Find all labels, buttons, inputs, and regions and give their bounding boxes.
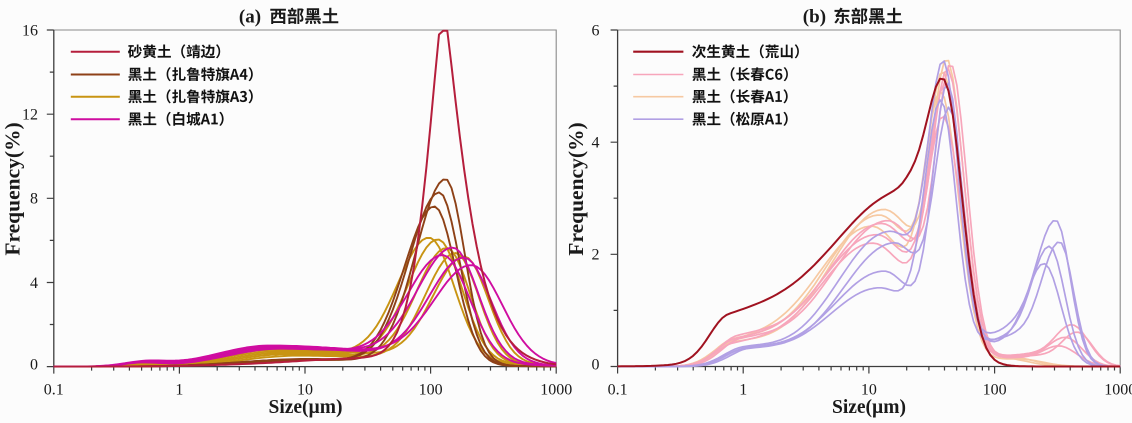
svg-text:Size(µm): Size(µm) [832,397,906,418]
svg-text:6: 6 [592,22,600,39]
svg-text:(a): (a) [239,7,261,28]
svg-text:0: 0 [30,357,38,374]
svg-text:4: 4 [30,275,38,292]
svg-text:0.1: 0.1 [44,382,64,399]
svg-text:8: 8 [30,191,38,208]
svg-text:1000: 1000 [1104,382,1132,399]
svg-text:10: 10 [861,382,877,399]
svg-text:100: 100 [419,382,443,399]
svg-text:0.1: 0.1 [608,382,628,399]
svg-text:16: 16 [22,22,38,39]
svg-text:12: 12 [22,107,38,124]
svg-text:(b): (b) [803,7,826,28]
svg-text:Frequency(%): Frequency(%) [0,122,24,255]
svg-text:2: 2 [592,247,600,264]
svg-text:1: 1 [739,382,747,399]
svg-text:1000: 1000 [540,382,572,399]
svg-text:4: 4 [592,135,600,152]
svg-text:1: 1 [175,382,183,399]
svg-text:Frequency(%): Frequency(%) [564,122,588,255]
svg-text:100: 100 [983,382,1007,399]
svg-text:10: 10 [297,382,313,399]
svg-text:0: 0 [592,357,600,374]
svg-text:Size(µm): Size(µm) [268,397,342,418]
